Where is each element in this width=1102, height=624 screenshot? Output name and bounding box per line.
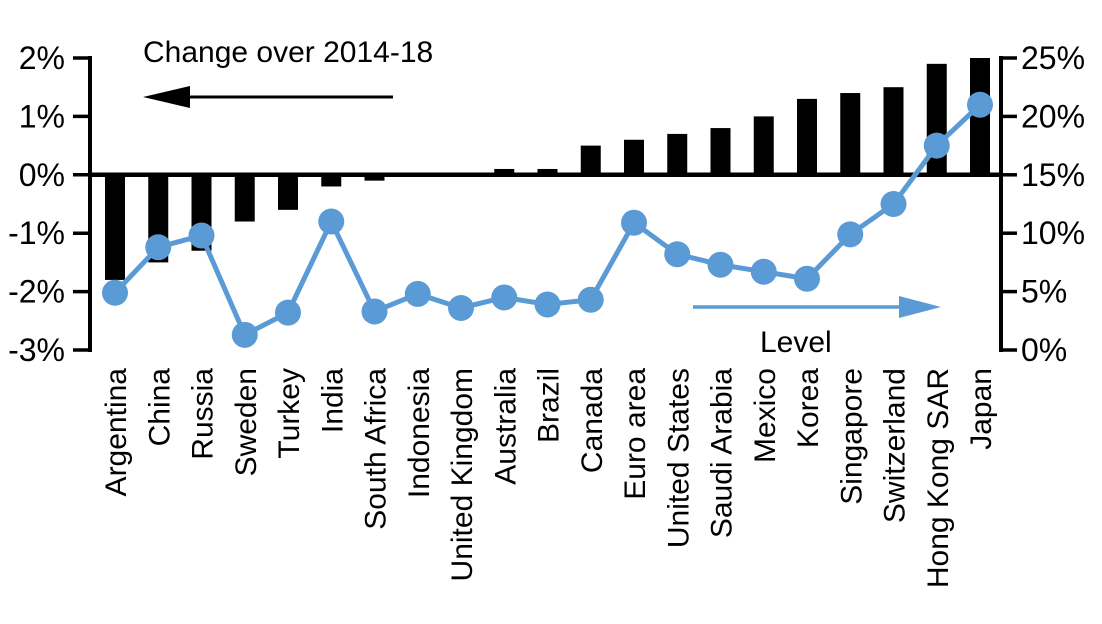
x-label-brazil: Brazil xyxy=(533,368,566,443)
x-label-sweden: Sweden xyxy=(230,368,263,476)
left-arrow-head-icon xyxy=(143,86,190,108)
x-label-turkey: Turkey xyxy=(273,368,306,459)
x-label-australia: Australia xyxy=(489,368,522,485)
dot-united-kingdom xyxy=(448,294,474,321)
left-tick-label: -3% xyxy=(8,332,65,368)
x-label-euro-area: Euro area xyxy=(619,368,652,500)
bar-saudi-arabia xyxy=(710,128,731,175)
dot-china xyxy=(145,234,172,261)
dot-korea xyxy=(794,265,820,292)
dot-singapore xyxy=(837,221,864,248)
line-series xyxy=(102,91,993,348)
right-tick-label: 25% xyxy=(1021,40,1085,76)
right-axis: 25% 20% 15% 10% 5% 0% xyxy=(999,40,1085,368)
dot-canada xyxy=(577,286,604,313)
bar-canada xyxy=(580,145,601,175)
right-tick-label: 20% xyxy=(1021,98,1085,134)
bar-brazil xyxy=(537,168,558,175)
bar-india xyxy=(321,174,342,187)
dot-japan xyxy=(967,91,993,118)
right-tick-label: 5% xyxy=(1021,274,1067,310)
dot-hong-kong-sar xyxy=(923,132,950,159)
category-axis-labels: Argentina China Russia Sweden Turkey India Sou… xyxy=(100,368,998,588)
bar-korea xyxy=(797,98,817,175)
x-label-argentina: Argentina xyxy=(100,368,133,497)
dot-india xyxy=(318,208,345,235)
bar-australia xyxy=(494,168,515,175)
x-label-japan: Japan xyxy=(965,368,998,450)
dot-turkey xyxy=(275,299,301,326)
bar-argentina xyxy=(105,174,125,280)
bar-turkey xyxy=(278,174,298,210)
dot-sweden xyxy=(231,321,258,348)
bar-sweden xyxy=(234,174,255,222)
left-tick-label: -2% xyxy=(8,274,65,310)
left-series-title: Change over 2014-18 xyxy=(143,36,433,69)
dot-south-africa xyxy=(361,298,388,325)
bar-singapore xyxy=(840,93,861,175)
dot-australia xyxy=(491,284,518,311)
dot-saudi-arabia xyxy=(707,251,734,278)
x-label-india: India xyxy=(316,368,349,433)
dot-argentina xyxy=(102,279,128,306)
dot-united-states xyxy=(664,241,691,268)
x-label-united-states: United States xyxy=(662,368,695,548)
x-label-indonesia: Indonesia xyxy=(403,368,436,498)
left-axis: 2% 1% 0% -1% -2% -3% xyxy=(8,40,92,368)
bar-mexico xyxy=(753,116,774,175)
right-series-annotation: Level xyxy=(693,296,941,359)
right-series-title: Level xyxy=(760,326,832,359)
right-arrow-head-icon xyxy=(899,296,941,318)
left-tick-label: -1% xyxy=(8,215,65,251)
right-tick-label: 0% xyxy=(1021,332,1067,368)
x-label-hong-kong-sar: Hong Kong SAR xyxy=(922,368,955,588)
x-label-korea: Korea xyxy=(792,368,825,448)
x-label-china: China xyxy=(143,368,176,447)
x-label-united-kingdom: United Kingdom xyxy=(446,368,479,581)
bar-series xyxy=(105,58,990,280)
right-tick-label: 15% xyxy=(1021,157,1085,193)
dot-switzerland xyxy=(880,191,907,217)
x-label-russia: Russia xyxy=(187,368,220,460)
dot-russia xyxy=(188,222,215,249)
left-tick-label: 1% xyxy=(19,98,65,134)
x-label-south-africa: South Africa xyxy=(360,368,393,530)
dot-mexico xyxy=(750,258,777,285)
x-label-singapore: Singapore xyxy=(835,368,868,505)
dot-euro-area xyxy=(621,209,647,236)
bar-switzerland xyxy=(883,87,904,175)
left-series-annotation: Change over 2014-18 xyxy=(143,36,433,108)
bar-euro-area xyxy=(624,139,644,175)
left-tick-label: 2% xyxy=(19,40,65,76)
bar-united-states xyxy=(667,133,688,175)
bar-south-africa xyxy=(364,174,385,181)
dot-brazil xyxy=(534,291,561,318)
x-label-switzerland: Switzerland xyxy=(879,368,912,523)
x-label-canada: Canada xyxy=(576,368,609,473)
dot-indonesia xyxy=(404,280,431,307)
x-label-mexico: Mexico xyxy=(749,368,782,463)
left-tick-label: 0% xyxy=(19,157,65,193)
right-tick-label: 10% xyxy=(1021,215,1085,251)
x-label-saudi-arabia: Saudi Arabia xyxy=(706,368,739,538)
